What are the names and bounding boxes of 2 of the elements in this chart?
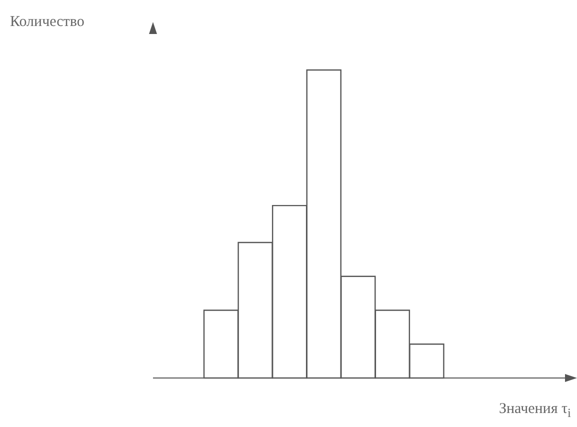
text: Количество [10, 14, 84, 31]
x-axis-title: Значения τ$_{i}$ [498, 401, 571, 421]
